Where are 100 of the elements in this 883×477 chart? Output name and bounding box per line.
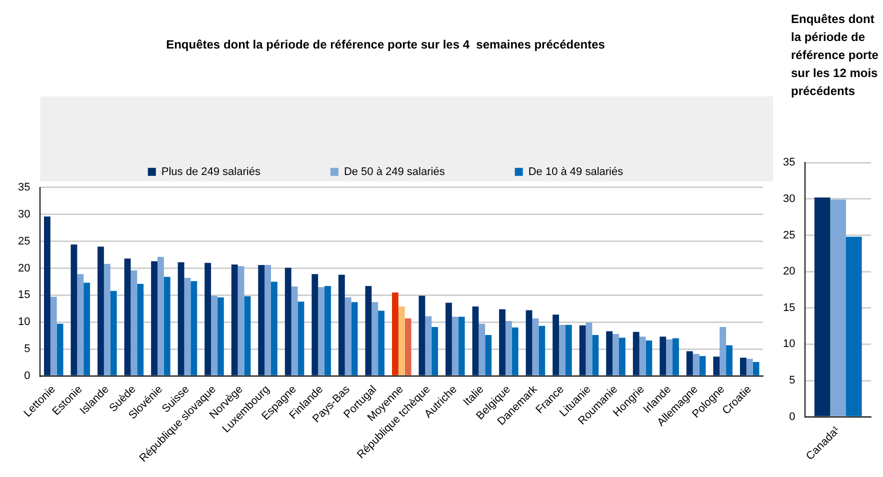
y-tick-label: 15 xyxy=(782,302,796,314)
bar xyxy=(244,296,251,376)
y-tick-label: 25 xyxy=(18,235,30,248)
bar xyxy=(586,322,592,376)
bar xyxy=(830,200,846,416)
bar xyxy=(398,306,405,376)
bar xyxy=(472,306,479,376)
bar xyxy=(692,354,700,376)
bar xyxy=(612,334,619,376)
bar xyxy=(151,261,158,376)
bar xyxy=(559,324,566,376)
bar xyxy=(746,358,753,376)
bar xyxy=(44,216,50,376)
bar xyxy=(458,316,465,376)
bar xyxy=(324,286,331,376)
bar xyxy=(84,282,90,376)
bar xyxy=(365,286,372,376)
bar xyxy=(98,246,104,376)
bar xyxy=(672,338,679,376)
y-tick-label: 5 xyxy=(789,374,796,387)
bar xyxy=(579,325,586,376)
y-tick-label: 25 xyxy=(782,229,796,242)
bar xyxy=(713,356,720,376)
bar xyxy=(814,197,830,416)
bar xyxy=(217,297,224,376)
legend-label: Plus de 249 salariés xyxy=(161,166,261,178)
bar xyxy=(190,281,198,376)
bar xyxy=(538,326,546,376)
y-tick-label: 0 xyxy=(789,410,796,423)
bar xyxy=(720,326,726,376)
bar xyxy=(104,264,110,376)
bar xyxy=(404,318,412,376)
bar xyxy=(77,274,84,376)
bar xyxy=(726,345,732,376)
bar xyxy=(552,314,560,376)
bar xyxy=(606,331,613,376)
bar xyxy=(425,316,432,376)
y-tick-label: 10 xyxy=(782,338,796,350)
bar xyxy=(478,324,486,376)
bar xyxy=(752,362,760,376)
bar xyxy=(270,282,278,376)
y-tick-label: 20 xyxy=(18,262,30,274)
bar xyxy=(291,286,298,376)
bar xyxy=(344,297,352,376)
chart-title: Enquêtes dont la période de référence porte sur les 12 mois précédents xyxy=(790,11,880,100)
bar xyxy=(372,302,378,376)
y-tick-label: 5 xyxy=(24,343,30,356)
bar xyxy=(618,338,626,376)
bar xyxy=(505,321,512,376)
y-tick-label: 20 xyxy=(782,266,796,278)
y-tick-label: 35 xyxy=(18,181,30,194)
bar xyxy=(164,276,170,376)
bar xyxy=(526,310,532,376)
bar xyxy=(184,278,191,376)
bar xyxy=(565,324,572,376)
bar xyxy=(392,292,398,376)
bar xyxy=(238,266,244,376)
bar xyxy=(646,340,652,376)
bar xyxy=(632,332,640,376)
legend-label: De 50 à 249 salariés xyxy=(344,166,446,178)
bar xyxy=(318,287,325,376)
bar xyxy=(740,358,746,376)
bar xyxy=(532,318,539,376)
bar xyxy=(592,335,599,376)
legend-label: De 10 à 49 salariés xyxy=(528,166,624,178)
bar xyxy=(211,296,218,376)
bar xyxy=(338,274,345,376)
bar xyxy=(432,326,438,376)
bar xyxy=(110,290,117,376)
bar xyxy=(312,274,318,376)
bar xyxy=(130,270,138,376)
bar xyxy=(258,265,265,376)
bar xyxy=(204,262,212,376)
bar xyxy=(178,262,184,376)
bar xyxy=(124,258,131,376)
bar xyxy=(452,316,458,376)
y-tick-label: 15 xyxy=(18,289,30,302)
bar xyxy=(686,351,693,376)
bar xyxy=(264,265,271,376)
bar xyxy=(666,339,673,376)
y-tick-label: 30 xyxy=(782,192,796,205)
bar xyxy=(846,236,862,416)
bar xyxy=(378,310,384,376)
bar xyxy=(660,336,666,376)
bar xyxy=(70,244,78,376)
bar xyxy=(351,302,358,376)
bar xyxy=(231,264,238,376)
bar xyxy=(418,296,426,376)
bar xyxy=(50,296,57,376)
bar xyxy=(56,324,64,376)
y-tick-label: 30 xyxy=(18,208,30,220)
bar xyxy=(284,268,292,376)
y-tick-label: 10 xyxy=(18,316,30,328)
bar xyxy=(446,302,452,376)
y-tick-label: 0 xyxy=(24,370,30,382)
bar xyxy=(639,336,646,376)
chart-title: Enquêtes dont la période de référence porte sur les 4 semaines précédentes xyxy=(166,38,606,52)
bar xyxy=(499,309,506,376)
bar xyxy=(298,302,304,376)
bar xyxy=(699,356,706,376)
